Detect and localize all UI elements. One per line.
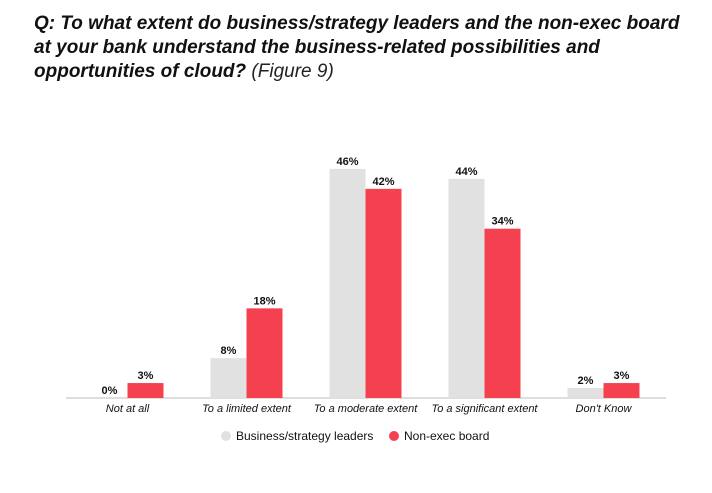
data-label: 2%: [578, 375, 594, 387]
data-label: 46%: [336, 156, 358, 168]
data-label: 34%: [491, 216, 513, 228]
legend-non-exec-board: Non-exec board: [389, 429, 489, 443]
legend-label: Non-exec board: [404, 429, 489, 443]
bar-non-exec-board: [603, 383, 640, 398]
category-label: Not at all: [106, 403, 150, 415]
bar-business-leaders: [329, 168, 366, 398]
data-label: 44%: [455, 166, 477, 178]
bar-non-exec-board: [127, 383, 164, 398]
legend-label: Business/strategy leaders: [236, 429, 373, 443]
bar-non-exec-board: [246, 308, 283, 398]
bar-non-exec-board: [484, 228, 521, 398]
bar-business-leaders: [210, 358, 247, 398]
category-label: Don't Know: [576, 403, 633, 415]
data-label: 0%: [102, 385, 118, 397]
bar-business-leaders: [448, 178, 485, 398]
data-label: 3%: [138, 370, 154, 382]
legend-marker: [221, 431, 231, 441]
figure-ref: (Figure 9): [251, 61, 334, 82]
data-label: 18%: [253, 295, 275, 307]
category-label: To a moderate extent: [314, 403, 418, 415]
legend-marker: [389, 431, 399, 441]
bar-business-leaders: [567, 388, 604, 398]
bar-non-exec-board: [365, 188, 402, 398]
data-label: 3%: [614, 370, 630, 382]
data-label: 8%: [221, 345, 237, 357]
category-label: To a limited extent: [202, 403, 292, 415]
question-text: Q: To what extent do business/strategy l…: [34, 13, 680, 82]
category-label: To a significant extent: [432, 403, 539, 415]
legend-business-leaders: Business/strategy leaders: [221, 429, 373, 443]
data-label: 42%: [372, 176, 394, 188]
chart-title: Q: To what extent do business/strategy l…: [34, 12, 694, 84]
